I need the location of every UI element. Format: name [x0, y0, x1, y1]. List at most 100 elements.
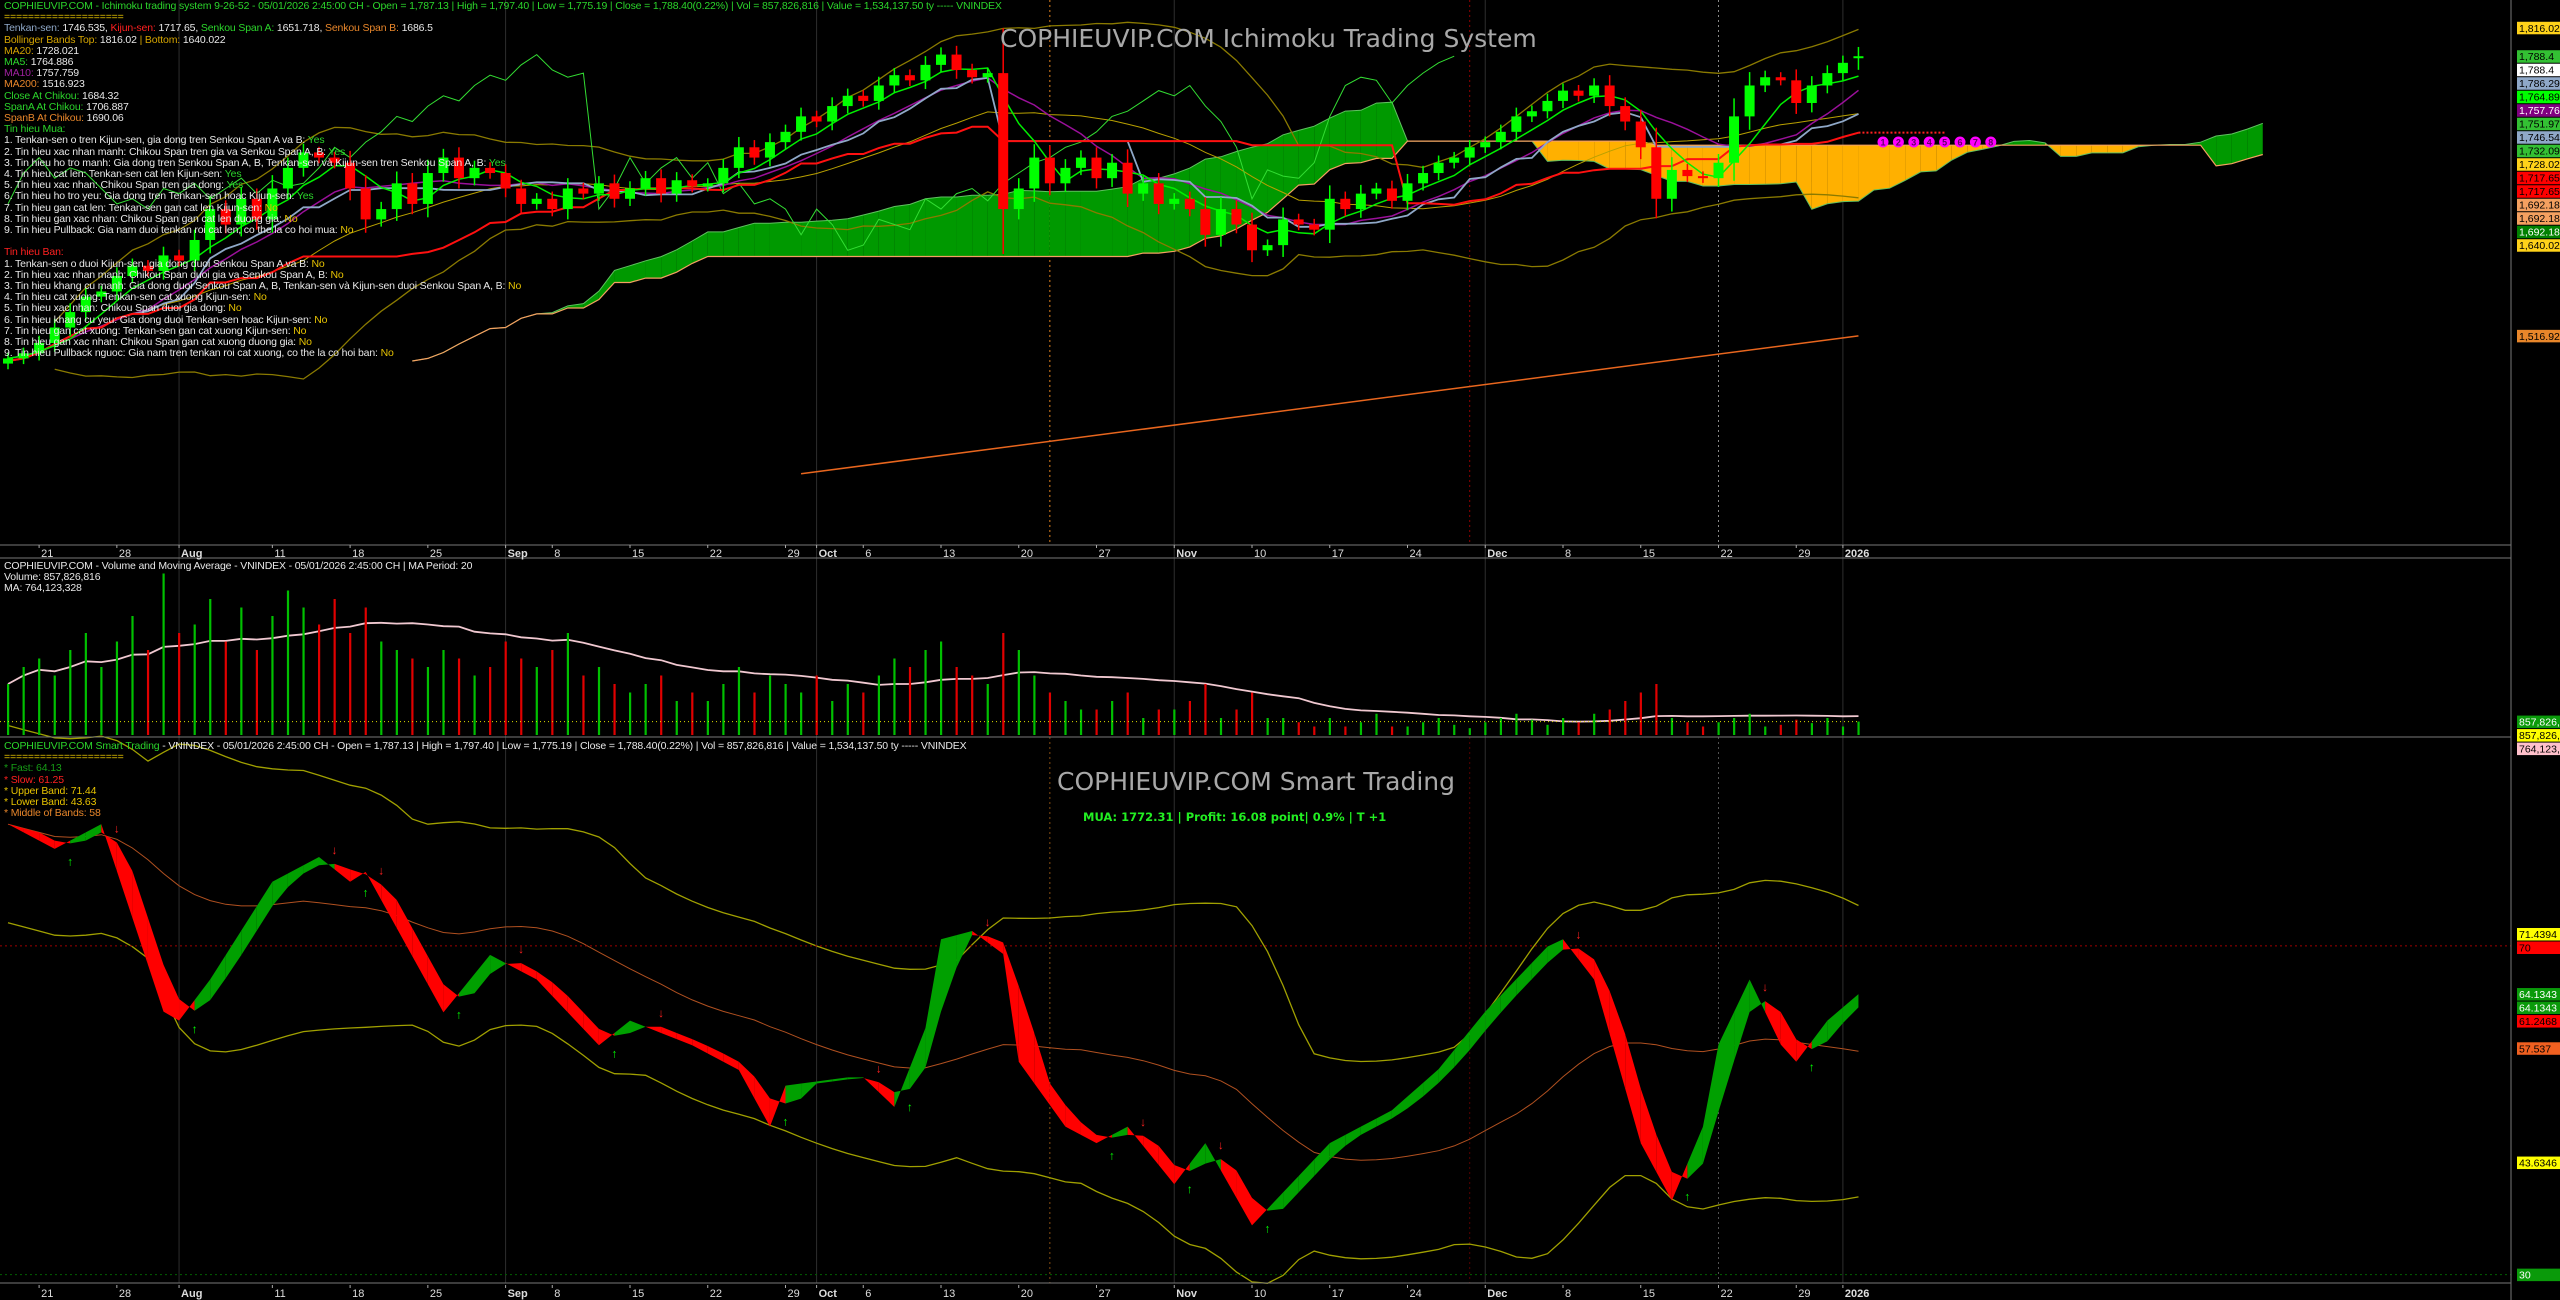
volume-bar — [349, 633, 352, 735]
future-marker-label: 5 — [1942, 138, 1947, 148]
fast-slow-fill — [863, 1077, 879, 1093]
volume-bar — [1624, 701, 1627, 735]
candle-down — [1635, 121, 1646, 148]
axis-tick-label: 15 — [1643, 548, 1655, 560]
fast-slow-fill — [101, 824, 117, 872]
ichimoku-cloud-segment — [661, 249, 677, 279]
fast-slow-fill — [194, 979, 211, 1011]
candle-down — [656, 178, 667, 194]
buy-signal-item: 8. Tin hieu gan xac nhan: Chikou Span ga… — [4, 213, 1002, 225]
volume-bar — [1375, 713, 1378, 735]
middle-band-line — [7, 823, 1859, 1161]
volume-bar — [1157, 709, 1160, 735]
smart-header-details: - VNINDEX - 05/01/2026 2:45:00 CH - Open… — [159, 740, 967, 752]
volume-bar — [364, 607, 367, 735]
fast-slow-fill — [801, 1081, 817, 1099]
ichimoku-cloud-segment — [1127, 178, 1144, 257]
price-label-text: 1,746.54 — [2519, 132, 2560, 144]
fast-slow-fill — [707, 1045, 724, 1062]
smart-chart-title: COPHIEUVIP.COM Smart Trading — [1057, 767, 1456, 796]
fast-slow-fill — [1127, 1126, 1144, 1146]
volume-header: COPHIEUVIP.COM - Volume and Moving Avera… — [4, 560, 473, 572]
signal-value: No — [330, 268, 344, 281]
spana-value: 1651.718, — [274, 22, 323, 35]
fast-slow-fill — [1329, 1134, 1346, 1160]
volume-bar — [473, 675, 476, 735]
fast-slow-fill — [956, 931, 973, 968]
candle-down — [500, 173, 511, 189]
fast-slow-fill — [365, 871, 382, 900]
ichimoku-cloud-segment — [801, 221, 817, 257]
buy-arrow-icon: ↑ — [783, 1115, 789, 1129]
fast-slow-fill — [567, 995, 584, 1029]
volume-bar — [131, 616, 134, 735]
ma5-value: 1764.886 — [27, 56, 74, 69]
volume-bar — [706, 701, 709, 735]
sell-arrow-icon: ↓ — [876, 1061, 882, 1075]
volume-bar — [1297, 722, 1300, 735]
price-label-text: 1,788.4 — [2519, 65, 2554, 77]
volume-bar — [209, 599, 212, 735]
candle-up — [1215, 209, 1226, 235]
ichimoku-cloud-segment — [645, 256, 662, 279]
volume-bar — [1841, 726, 1845, 735]
fast-slow-fill — [1765, 1001, 1781, 1045]
signal-value: Yes — [488, 156, 506, 169]
sell-signal-item: 4. Tin hieu cat xuong: Tenkan-sen cat xu… — [4, 292, 1002, 303]
fast-slow-fill — [1080, 1122, 1097, 1144]
ichimoku-cloud-segment — [1314, 118, 1330, 185]
smart-trading-panel[interactable]: ↑ ↓ ↑ ↓ ↑ ↓ ↑ ↓ ↑ ↓ ↑ ↓ ↑ ↓ ↑ ↓ ↑ ↓ ↑ ↓ ↑ ↓ ↑ — [0, 822, 2511, 1276]
ichimoku-cloud-segment — [1578, 141, 1595, 162]
axis-tick-label: 13 — [943, 548, 955, 560]
candle-down — [1697, 176, 1708, 179]
legend-upper-band: * Upper Band: 71.44 — [4, 784, 97, 797]
ma5-label: MA5: — [4, 56, 28, 69]
volume-bar — [831, 701, 834, 735]
bb-bottom-label: | Bottom: — [139, 33, 181, 46]
ichimoku-cloud-segment — [1329, 111, 1346, 170]
volume-bar — [395, 650, 398, 735]
ichimoku-cloud-segment — [1080, 191, 1097, 257]
volume-bar — [426, 667, 430, 735]
volume-bar — [908, 667, 912, 735]
signal-value: No — [380, 347, 394, 360]
volume-bar — [53, 675, 56, 735]
candle-up — [671, 180, 682, 194]
bottom-axis-tick-label: 24 — [1410, 1288, 1422, 1300]
ichimoku-cloud-segment — [1749, 145, 1766, 185]
axis-tick-label: 11 — [274, 548, 285, 560]
fast-slow-fill — [1796, 1039, 1812, 1062]
fast-slow-fill — [1811, 1020, 1828, 1050]
buy-arrow-icon: ↑ — [1109, 1149, 1115, 1163]
fast-slow-fill — [1158, 1145, 1175, 1185]
price-label-box — [2517, 329, 2560, 343]
price-label-box — [2517, 117, 2560, 131]
volume-bar — [1188, 701, 1191, 735]
fast-slow-fill — [1687, 1126, 1703, 1179]
candle-up — [1558, 90, 1568, 101]
lower-band-line — [7, 922, 1859, 1284]
volume-panel[interactable] — [0, 573, 1860, 736]
sell-signal-item: 2. Tin hieu xac nhan manh: Chikou Span d… — [4, 268, 1002, 281]
candle-down — [329, 157, 340, 163]
volume-bar — [753, 692, 756, 735]
volume-bar — [800, 692, 803, 735]
candle-down — [811, 116, 822, 122]
fast-slow-fill — [458, 974, 475, 997]
sell-arrow-icon: ↓ — [1762, 980, 1768, 994]
price-label-box — [2517, 185, 2560, 198]
buy-signal-item: 4. Tin hieu cat len: Tenkan-sen cat len … — [4, 168, 1002, 180]
candle-up — [189, 239, 200, 261]
bb-bottom-value: 1640.022 — [180, 33, 226, 46]
volume-bar — [691, 692, 694, 735]
candle-down — [578, 188, 589, 194]
candle-up — [1542, 100, 1553, 112]
candle-up — [1060, 167, 1071, 184]
ichimoku-cloud-segment — [1267, 134, 1284, 213]
candle-up — [1433, 162, 1444, 174]
ichimoku-cloud-segment — [1796, 145, 1812, 210]
ichimoku-cloud-segment — [1827, 145, 1843, 204]
bottom-axis-tick-label: 6 — [865, 1288, 871, 1300]
sell-signal-item: 1. Tenkan-sen o duoi Kijun-sen, gia dong… — [4, 258, 1002, 270]
